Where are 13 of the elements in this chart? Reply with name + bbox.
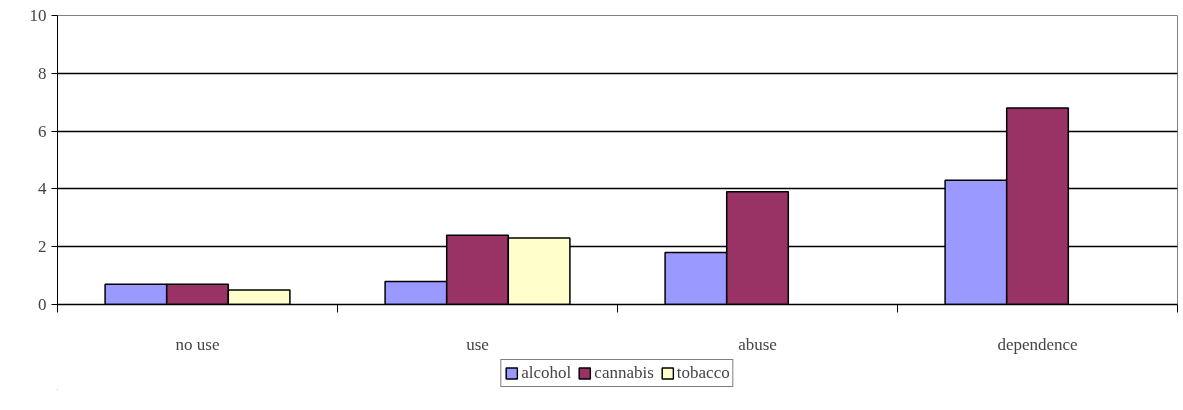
y-tick-label: 6: [38, 121, 47, 141]
y-tick-label: 8: [38, 63, 47, 83]
x-tick-label: dependence: [997, 334, 1078, 354]
y-tick-label: 4: [38, 179, 47, 199]
y-tick-label: 0: [38, 295, 47, 314]
x-tick-label: abuse: [738, 334, 777, 354]
y-tick-label: 2: [38, 237, 47, 257]
x-tick-label: use: [466, 334, 489, 354]
legend-label: alcohol: [521, 363, 572, 383]
legend-label: cannabis: [594, 363, 654, 383]
legend-label: tobacco: [676, 363, 730, 383]
y-tick-label: 10: [29, 6, 47, 25]
x-tick-label: no use: [175, 334, 220, 354]
